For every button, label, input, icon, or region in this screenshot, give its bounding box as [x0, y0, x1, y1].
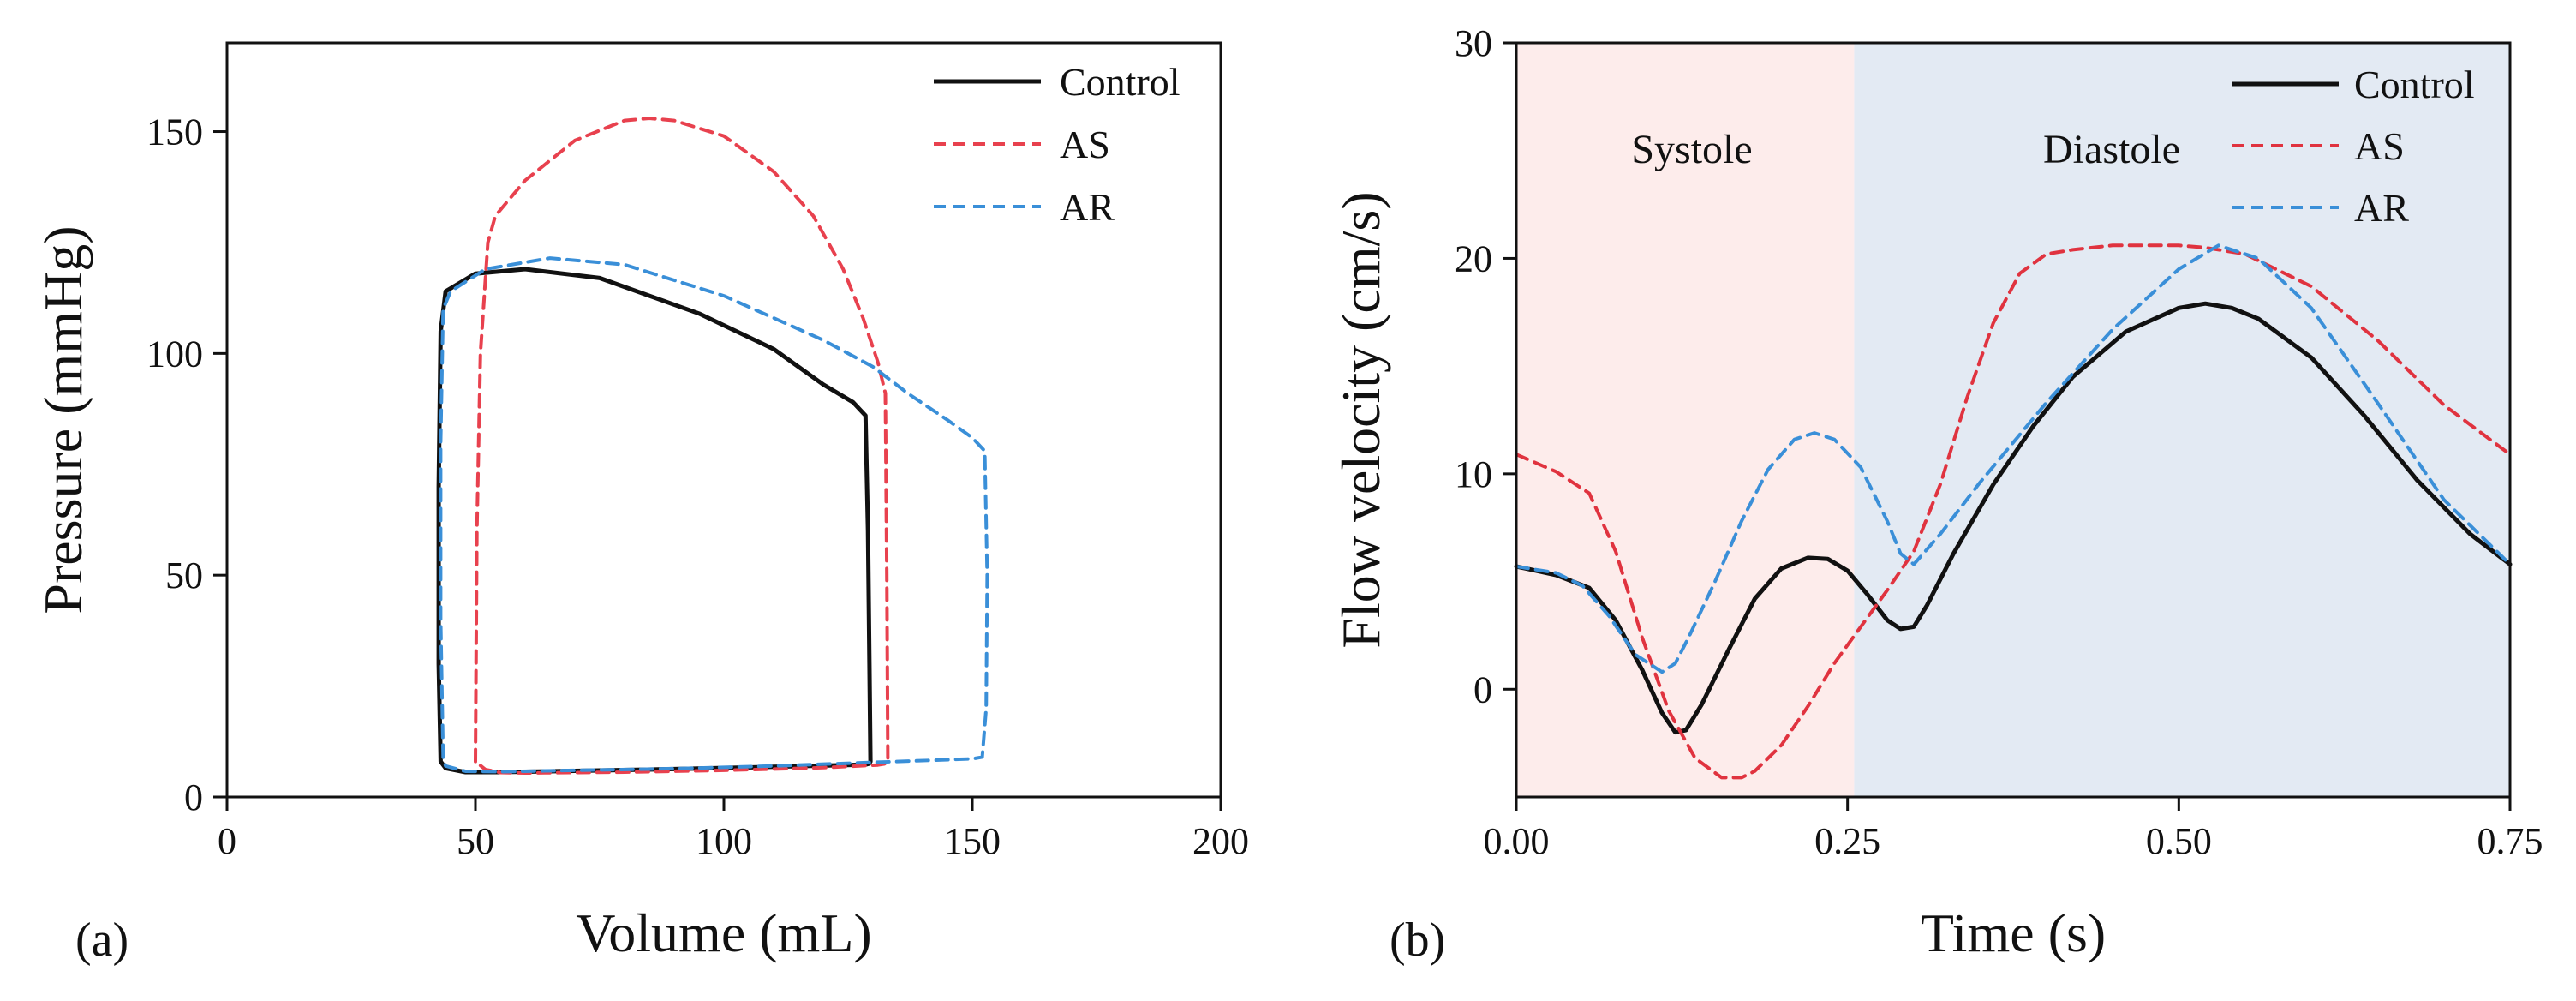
panel-a-label: (a)	[75, 914, 129, 967]
panel-b-region-label-diastole: Diastole	[2043, 127, 2180, 172]
a-x-tick-label: 50	[457, 820, 494, 862]
panel-b-label: (b)	[1390, 914, 1445, 967]
a-series-line-control	[436, 267, 873, 775]
panel-b-x-axis-title: Time (s)	[1921, 902, 2106, 963]
a-x-tick-label: 200	[1192, 820, 1249, 862]
b-y-tick-label: 10	[1455, 453, 1492, 495]
panel-b-series-group	[1514, 243, 2513, 780]
b-x-tick-label: 0.00	[1484, 820, 1550, 862]
b-y-tick-label: 0	[1473, 668, 1492, 710]
panel-a-legend-label-control: Control	[1060, 60, 1180, 104]
panel-a-legend-label-ar: AR	[1060, 185, 1115, 229]
b-y-tick-label: 20	[1455, 237, 1492, 279]
panel-b-legend-label-ar: AR	[2354, 186, 2409, 230]
panel-b-flow-velocity: 0.00 0.25 0.50 0.75 0 10 20 30 Systole Diastole…	[1330, 22, 2543, 967]
a-x-tick-label: 150	[944, 820, 1001, 862]
panel-a-legend-label-as: AS	[1060, 123, 1110, 166]
panel-b-region-diastole	[1854, 43, 2510, 797]
a-y-tick-label: 50	[165, 554, 203, 596]
a-series-line-as	[474, 117, 890, 775]
b-x-tick-label: 0.75	[2477, 820, 2543, 862]
b-series-line-control	[1514, 301, 2513, 735]
panel-a-pv-loop: 0 50 100 150 200 0 50 100 150 Control AS AR Pres…	[33, 41, 1249, 967]
b-x-tick-label: 0.25	[1814, 820, 1880, 862]
b-series-line-as	[1515, 243, 2512, 780]
a-series-line-ar	[439, 256, 989, 774]
a-y-tick-label: 0	[184, 776, 203, 818]
panel-b-legend: Control AS AR	[2232, 63, 2475, 230]
a-y-tick-label: 150	[146, 111, 203, 153]
panel-b-y-axis-title: Flow velocity (cm/s)	[1330, 191, 1391, 648]
panel-b-plot-frame	[1515, 41, 2512, 799]
panel-b-region-label-systole: Systole	[1631, 127, 1752, 172]
a-x-tick-label: 0	[218, 820, 236, 862]
panel-a-legend: Control AS AR	[934, 60, 1180, 229]
panel-a-series-group	[436, 117, 989, 775]
panel-a-x-axis-title: Volume (mL)	[576, 902, 871, 963]
panel-b-legend-label-as: AS	[2354, 124, 2405, 168]
a-x-tick-label: 100	[696, 820, 752, 862]
panel-b-ticks: 0.00 0.25 0.50 0.75 0 10 20 30	[1455, 22, 2543, 862]
panel-a-y-axis-title: Pressure (mmHg)	[33, 225, 93, 614]
panel-a-ticks: 0 50 100 150 200 0 50 100 150	[146, 111, 1249, 862]
b-y-tick-label: 30	[1455, 22, 1492, 64]
panel-b-phase-regions	[1516, 43, 2510, 797]
a-y-tick-label: 100	[146, 333, 203, 375]
b-series-line-ar	[1515, 243, 2512, 674]
panel-b-region-systole	[1516, 43, 1855, 797]
b-x-tick-label: 0.50	[2146, 820, 2212, 862]
panel-b-legend-label-control: Control	[2354, 63, 2475, 106]
